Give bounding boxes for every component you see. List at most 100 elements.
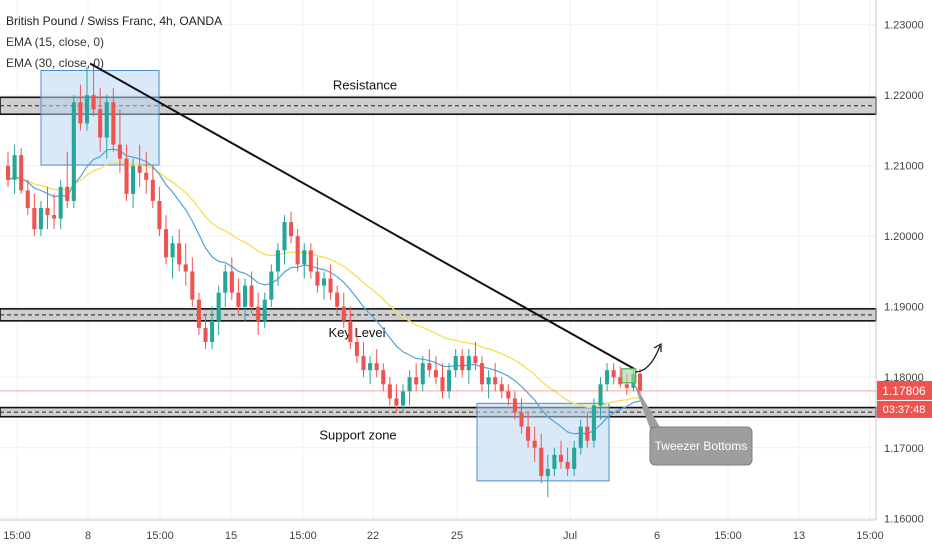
candle-body (552, 454, 557, 469)
candle-body (196, 299, 201, 328)
candle-body (453, 356, 458, 371)
x-tick-label: 15 (225, 530, 237, 542)
countdown-label: 03:37:48 (883, 404, 926, 416)
candle-body (302, 250, 307, 265)
candle-body (177, 243, 182, 265)
candle-body (242, 285, 248, 307)
candle-body (117, 144, 122, 159)
candle-body (618, 377, 623, 385)
callout-pointer (633, 381, 664, 434)
downtrend-line (89, 62, 635, 370)
candle-body (539, 447, 544, 476)
candle-body (341, 306, 346, 321)
candle-body (308, 250, 313, 272)
candle-body (210, 320, 215, 342)
candle-body (493, 377, 498, 385)
x-tick-label: 15:00 (146, 530, 174, 542)
legend-title: British Pound / Swiss Franc, 4h, OANDA (6, 14, 223, 28)
ema-slow-line (7, 161, 641, 409)
y-tick-label: 1.20000 (884, 231, 924, 243)
candles-layer (5, 63, 643, 498)
candle-body (91, 95, 96, 110)
candle-body (368, 363, 373, 371)
candle-body (65, 186, 70, 201)
x-tick-label: 8 (85, 530, 91, 542)
candle-body (144, 172, 149, 180)
zone-label: Support zone (319, 428, 396, 443)
candle-body (71, 102, 76, 201)
y-tick-label: 1.21000 (884, 161, 924, 173)
candle-body (25, 190, 30, 209)
candle-body (262, 299, 267, 321)
candle-body (506, 391, 511, 399)
candle-body (229, 271, 234, 293)
candle-body (5, 165, 11, 180)
candle-body (328, 278, 333, 293)
candle-body (111, 102, 116, 145)
callout-box (649, 426, 753, 466)
tweezer-highlight (621, 368, 637, 384)
candle-body (440, 377, 445, 392)
countdown-badge (877, 400, 932, 418)
candle-body (295, 236, 300, 265)
candle-body (611, 370, 616, 378)
candle-body (45, 208, 50, 216)
x-tick-label: 13 (793, 530, 805, 542)
candle-body (269, 271, 274, 300)
candle-body (591, 405, 596, 441)
x-tick-label: 6 (654, 530, 660, 542)
candle-body (124, 158, 129, 194)
x-tick-label: 15:00 (3, 530, 31, 542)
candle-body (170, 243, 175, 258)
candle-body (32, 208, 37, 230)
candle-body (256, 306, 261, 321)
candle-body (479, 363, 485, 385)
candle-body (275, 250, 280, 272)
candle-body (131, 165, 136, 194)
candle-body (447, 370, 452, 392)
x-tick-label: 25 (451, 530, 463, 542)
candle-body (407, 377, 412, 392)
candle-body (38, 208, 43, 230)
candle-body (321, 278, 327, 286)
y-tick-label: 1.19000 (884, 302, 924, 314)
candle-body (58, 186, 63, 219)
callout-text: Tweezer Bottoms (655, 439, 748, 453)
candle-body (12, 155, 17, 180)
legend-ema-slow: EMA (30, close, 0) (6, 56, 105, 70)
candle-body (400, 391, 406, 406)
candle-body (163, 229, 169, 258)
candle-body (381, 370, 386, 385)
box-layer (40, 70, 610, 482)
candle-body (150, 179, 155, 201)
drawing-layer: Tweezer Bottoms (89, 62, 753, 466)
candle-body (526, 426, 531, 441)
last-price-badge (877, 380, 932, 400)
candle-body (315, 271, 320, 286)
candle-body (236, 292, 241, 307)
candle-body (427, 363, 432, 371)
y-tick-label: 1.16000 (884, 513, 924, 525)
candle-body (104, 102, 109, 138)
candle-body (486, 377, 491, 385)
x-tick-label: 22 (367, 530, 379, 542)
legend-ema-fast: EMA (15, close, 0) (6, 35, 105, 49)
candle-body (282, 222, 287, 251)
candle-body (512, 398, 517, 413)
candle-body (335, 292, 340, 307)
candle-body (354, 341, 359, 357)
candle-body (203, 327, 208, 342)
projection-arrowhead (653, 342, 662, 352)
candle-body (289, 222, 294, 237)
candle-body (249, 285, 254, 307)
candle-body (545, 468, 550, 476)
candle-body (98, 109, 103, 138)
candle-body (637, 373, 643, 391)
candle-body (394, 398, 399, 406)
candle-body (572, 447, 577, 469)
x-tick-label: 15:00 (714, 530, 742, 542)
x-tick-label: 15:00 (856, 530, 884, 542)
